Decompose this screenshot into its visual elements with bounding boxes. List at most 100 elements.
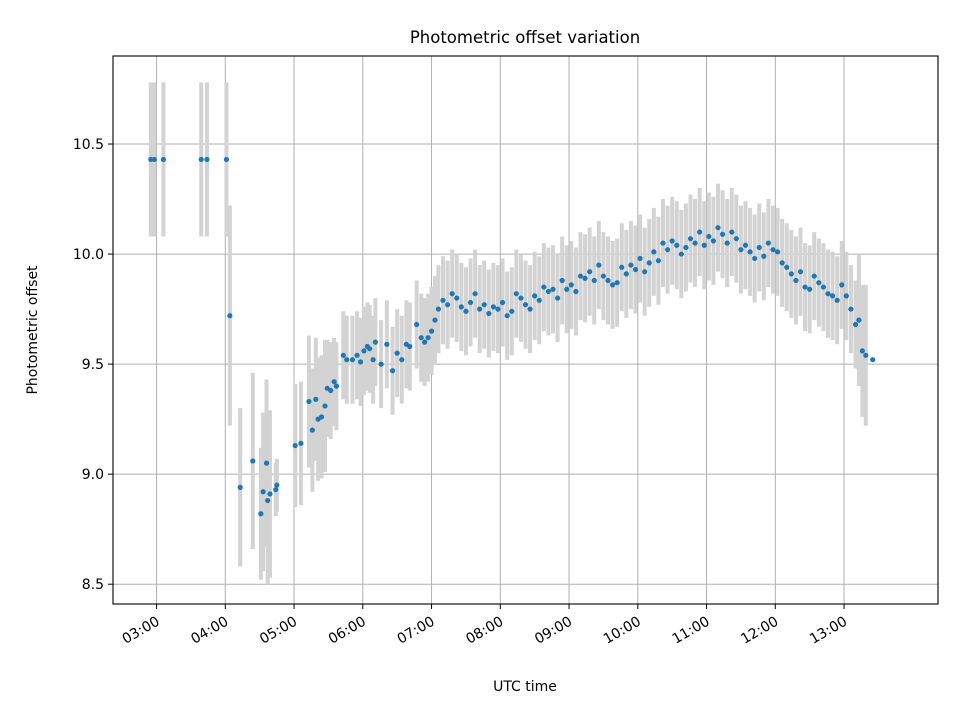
data-point <box>765 240 772 246</box>
data-point <box>495 306 501 312</box>
data-point <box>564 286 570 292</box>
data-point <box>354 352 360 358</box>
data-point <box>309 427 315 433</box>
data-point <box>719 231 726 237</box>
data-point <box>322 403 328 409</box>
data-point <box>428 328 435 334</box>
data-point <box>747 249 753 255</box>
data-point <box>605 277 611 284</box>
data-point <box>596 262 602 268</box>
data-point <box>328 387 334 394</box>
data-point <box>701 242 707 248</box>
data-point <box>655 258 662 264</box>
data-point <box>378 361 384 367</box>
data-point <box>807 286 813 292</box>
data-point <box>536 297 542 303</box>
data-point <box>738 247 744 253</box>
data-point <box>513 291 519 297</box>
data-point <box>292 442 298 449</box>
data-point <box>619 264 625 270</box>
data-point <box>440 297 446 303</box>
data-point <box>198 156 204 163</box>
data-point <box>856 317 862 323</box>
data-point <box>267 491 273 497</box>
data-point <box>623 271 629 277</box>
data-point <box>331 379 337 385</box>
data-point <box>313 396 319 402</box>
data-point <box>545 288 552 295</box>
data-point <box>829 293 836 299</box>
data-point <box>418 335 424 341</box>
data-point <box>793 277 799 284</box>
data-point <box>432 317 438 323</box>
data-point <box>509 308 515 314</box>
data-point <box>577 273 584 279</box>
data-point <box>651 249 657 255</box>
data-point <box>318 414 325 420</box>
data-point <box>265 497 271 504</box>
y-tick-label: 9.0 <box>82 467 104 483</box>
data-point <box>724 240 730 246</box>
data-point <box>518 295 524 301</box>
data-point <box>454 295 460 301</box>
data-point <box>852 321 859 328</box>
data-point <box>151 156 157 163</box>
data-point <box>779 260 785 266</box>
data-point <box>609 282 616 288</box>
data-point <box>550 286 556 292</box>
data-point <box>425 335 431 341</box>
data-point <box>263 460 270 466</box>
data-point <box>797 269 804 275</box>
data-point <box>568 282 574 288</box>
data-point <box>848 306 854 312</box>
data-point <box>710 238 717 244</box>
data-point <box>825 291 831 297</box>
data-point <box>706 233 712 240</box>
data-point <box>349 357 356 363</box>
data-point <box>660 240 666 246</box>
data-point <box>683 244 689 251</box>
data-point <box>435 306 442 312</box>
data-point <box>834 297 840 303</box>
data-point <box>774 249 781 255</box>
data-point <box>541 284 547 290</box>
x-axis-label: UTC time <box>493 679 557 695</box>
data-point <box>678 251 684 257</box>
data-point <box>669 238 675 244</box>
data-point <box>863 352 869 358</box>
y-tick-label: 8.5 <box>82 577 104 593</box>
data-point <box>422 339 428 345</box>
data-point <box>298 440 304 446</box>
data-point <box>587 269 593 275</box>
data-point <box>770 247 776 253</box>
data-point <box>223 156 230 163</box>
data-point <box>687 236 694 242</box>
data-point <box>859 348 865 354</box>
plot-frame <box>112 55 939 605</box>
data-point <box>761 253 767 259</box>
data-point <box>481 302 487 308</box>
data-point <box>472 291 478 297</box>
data-point <box>463 308 469 314</box>
data-point <box>160 156 167 163</box>
data-point <box>573 288 579 295</box>
y-axis-label: Photometric offset <box>25 265 41 395</box>
data-point <box>344 357 350 363</box>
data-point <box>843 293 849 299</box>
data-point <box>600 273 607 279</box>
data-point-group <box>148 156 876 517</box>
data-point <box>591 277 597 284</box>
data-point <box>729 229 735 235</box>
data-point <box>227 313 233 319</box>
data-point <box>258 511 264 517</box>
data-point <box>637 255 643 262</box>
data-point <box>274 482 280 488</box>
data-point <box>504 313 510 319</box>
data-point <box>784 264 790 270</box>
data-point <box>752 255 758 262</box>
data-point <box>444 302 451 308</box>
data-point <box>820 284 827 290</box>
data-point <box>389 368 396 374</box>
data-point <box>384 341 390 347</box>
